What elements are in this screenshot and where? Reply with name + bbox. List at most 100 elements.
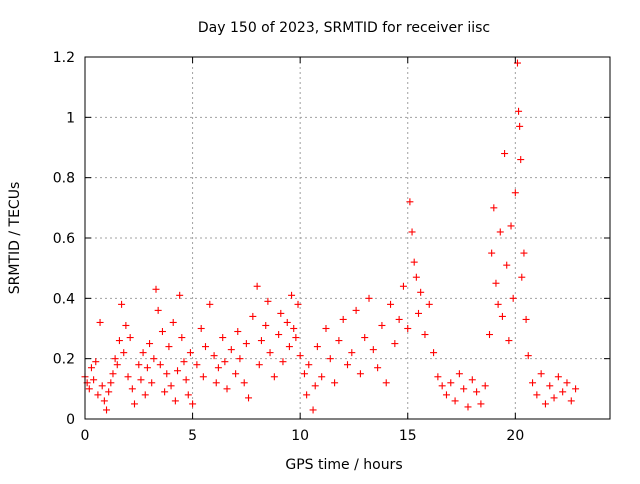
data-point [130,400,138,408]
data-point [156,361,164,369]
data-point [460,385,468,393]
data-point [326,355,334,363]
data-point [395,315,403,323]
data-point [503,261,511,269]
data-point [517,156,525,164]
data-point [529,379,537,387]
data-point [412,273,420,281]
x-tick-label: 15 [399,428,417,444]
data-point [85,385,93,393]
data-point [533,391,541,399]
data-point [498,312,506,320]
data-point [210,352,218,360]
data-point [176,291,184,299]
data-point [410,258,418,266]
scatter-points [81,59,580,414]
x-axis-label: GPS time / hours [285,457,402,473]
data-point [464,403,472,411]
data-point [277,309,285,317]
data-point [378,321,386,329]
data-point [391,340,399,348]
data-point [234,328,242,336]
data-point [201,343,209,351]
data-point [146,340,154,348]
data-point [361,334,369,342]
data-point [242,340,250,348]
data-point [374,364,382,372]
data-point [486,331,494,339]
data-point [524,352,532,360]
data-point [513,59,521,67]
data-point [197,325,205,332]
data-point [438,382,446,390]
data-point [275,331,283,339]
data-point [270,373,278,381]
data-point [288,291,296,299]
data-point [442,391,450,399]
data-point [331,379,339,387]
data-point [300,370,308,378]
data-point [103,406,111,414]
data-point [266,349,274,357]
data-point [382,379,390,387]
data-point [430,349,438,357]
data-point [455,370,463,378]
data-point [262,321,270,329]
data-point [178,334,186,342]
y-tick-label: 0.2 [53,352,75,368]
data-point [193,361,201,369]
data-point [285,343,293,351]
data-point [468,376,476,384]
data-point [150,355,158,363]
data-point [309,406,317,414]
data-point [100,397,108,405]
data-point [417,288,425,296]
data-point [92,358,100,366]
data-point [165,343,173,351]
data-point [214,364,222,372]
data-point [180,358,188,366]
data-point [335,337,343,345]
data-point [318,373,326,381]
data-point [124,373,132,381]
chart-title: Day 150 of 2023, SRMTID for receiver iis… [198,20,490,36]
data-point [522,315,530,323]
data-point [567,397,575,405]
data-point [143,364,151,372]
data-point [447,379,455,387]
data-point [141,391,149,399]
data-point [322,325,330,332]
data-point [120,349,128,357]
data-point [311,382,319,390]
data-point [421,331,429,339]
data-point [425,300,433,308]
x-tick-label: 0 [81,428,90,444]
data-point [154,306,162,314]
data-point [296,352,304,360]
data-point [305,361,313,369]
data-point [501,150,509,158]
data-point [348,349,356,357]
data-point [113,361,121,369]
y-tick-label: 0.6 [53,231,75,247]
data-point [253,282,261,290]
x-tick-label: 20 [506,428,524,444]
data-point [98,382,106,390]
data-point [257,337,265,345]
data-point [546,382,554,390]
data-point [490,204,498,212]
data-point [290,325,298,332]
data-point [174,367,182,375]
data-point [105,388,113,396]
data-point [182,376,190,384]
data-point [515,107,523,115]
data-point [559,388,567,396]
data-point [520,249,528,257]
data-point [212,379,220,387]
data-point [303,391,311,399]
data-point [352,306,360,314]
data-point [509,294,517,302]
data-point [408,228,416,236]
data-point [365,294,373,302]
